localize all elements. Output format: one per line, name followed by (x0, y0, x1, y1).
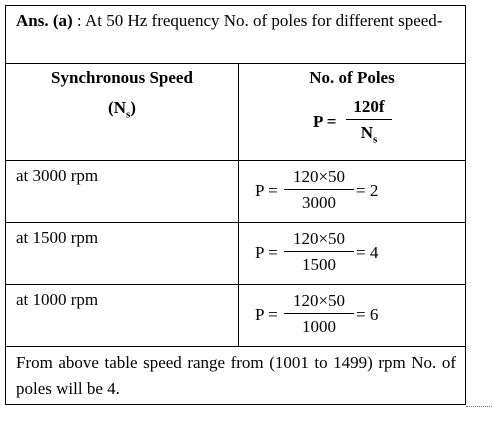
formula-lhs: P = (255, 305, 278, 324)
border (465, 5, 466, 405)
border (5, 5, 466, 6)
denominator: 3000 (302, 193, 336, 212)
border (5, 5, 6, 405)
speed: at 1000 rpm (16, 290, 99, 309)
border (5, 404, 466, 405)
numerator: 120×50 (284, 167, 354, 190)
intro-text: : At 50 Hz frequency No. of poles for di… (76, 11, 443, 30)
subscript: s (126, 108, 131, 121)
numerator: 120×50 (284, 291, 354, 314)
intro: Ans. (a) : At 50 Hz frequency No. of pol… (16, 8, 456, 34)
denominator: 1500 (302, 255, 336, 274)
header: No. of Poles (309, 68, 395, 87)
formula-lhs: P = (255, 243, 278, 262)
row-line (5, 63, 466, 64)
result: = 6 (356, 305, 379, 324)
speed: at 3000 rpm (16, 166, 99, 185)
footer: From above table speed range from (1001 … (16, 353, 456, 398)
numerator: 120×50 (284, 229, 354, 252)
formula-lhs: P = (255, 181, 278, 200)
row-line (5, 160, 466, 161)
header: Synchronous Speed (51, 68, 193, 87)
row-line (5, 222, 466, 223)
denominator: 1000 (302, 317, 336, 336)
result: = 4 (356, 243, 379, 262)
fraction: 120×50 1000 (284, 291, 354, 337)
formula: 120f Ns (346, 97, 392, 145)
row-line (5, 284, 466, 285)
dotted-line (466, 406, 492, 407)
formula-lhs: P = (313, 112, 337, 131)
subscript: s (373, 133, 378, 146)
speed: at 1500 rpm (16, 228, 99, 247)
result: = 2 (356, 181, 379, 200)
numerator: 120f (346, 97, 392, 120)
fraction: 120×50 3000 (284, 167, 354, 213)
symbol: (N (108, 98, 126, 117)
header-symbol: (Ns) (6, 98, 238, 120)
row-line (5, 346, 466, 347)
fraction: 120×50 1500 (284, 229, 354, 275)
intro-label: Ans. (a) (16, 11, 73, 30)
symbol: ) (130, 98, 136, 117)
symbol: N (360, 123, 373, 142)
denominator: Ns (346, 120, 392, 145)
col-line (238, 63, 239, 346)
